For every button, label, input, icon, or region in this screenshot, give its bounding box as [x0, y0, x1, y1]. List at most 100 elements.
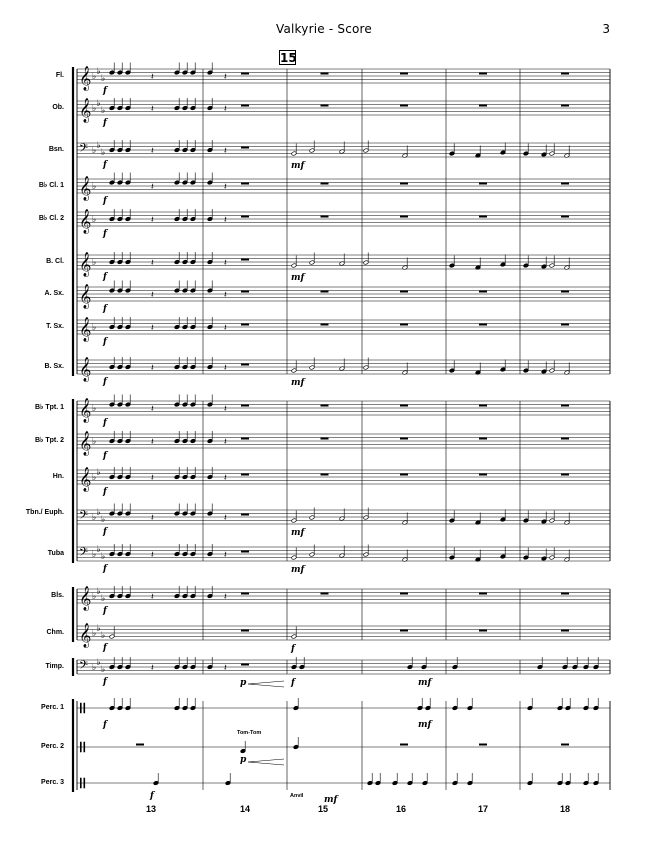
measure-number: 14 [240, 804, 251, 814]
whole-rest [479, 592, 487, 595]
key-flat: ♭ [92, 323, 96, 333]
whole-rest [241, 550, 249, 553]
measure-number: 13 [146, 804, 157, 814]
instrument-label: B. Cl. [46, 258, 64, 265]
instrument-label: Tuba [47, 550, 64, 557]
percussion-clef [80, 702, 82, 714]
dynamic-piano: p [240, 755, 247, 765]
instrument-label: Perc. 1 [41, 704, 64, 711]
key-flat: ♭ [92, 258, 96, 268]
key-flat: ♭ [101, 631, 105, 641]
whole-rest [320, 72, 329, 75]
key-flat: ♭ [101, 106, 105, 116]
dynamic-forte: f [102, 272, 109, 282]
quarter-rest: 𝄽 [151, 405, 154, 415]
whole-rest [320, 104, 329, 107]
whole-rest [320, 182, 329, 185]
quarter-rest: 𝄽 [151, 73, 154, 83]
key-flat: ♭ [92, 592, 96, 602]
instrument-label: B♭ Cl. 1 [38, 182, 64, 189]
whole-rest [241, 72, 249, 75]
key-flat: ♭ [92, 513, 96, 523]
quarter-rest: 𝄽 [224, 551, 227, 561]
quarter-rest: 𝄽 [224, 664, 227, 674]
key-flat: ♭ [92, 72, 96, 82]
whole-rest [320, 404, 329, 407]
whole-rest [561, 629, 569, 632]
quarter-rest: 𝄽 [224, 405, 227, 415]
whole-rest [241, 258, 249, 261]
whole-rest [320, 473, 329, 476]
crescendo-hairpin [247, 683, 285, 688]
quarter-rest: 𝄽 [224, 593, 227, 603]
tom-tom-annotation: Tom-Tom [237, 730, 262, 736]
key-flat: ♭ [97, 67, 101, 77]
dynamic-mezzo_forte: mf [418, 678, 434, 688]
whole-rest [561, 743, 569, 746]
quarter-rest: 𝄽 [224, 259, 227, 269]
dynamic-mezzo_forte: mf [291, 273, 307, 283]
percussion-clef [80, 741, 82, 753]
whole-rest [241, 104, 249, 107]
percussion-clef [83, 702, 86, 714]
whole-rest [479, 404, 487, 407]
dynamic-mezzo_forte: mf [291, 528, 307, 538]
dynamic-forte: f [102, 720, 109, 730]
key-flat: ♭ [97, 658, 101, 668]
treble-clef: 𝄞 [79, 66, 91, 91]
key-flat: ♭ [101, 74, 105, 84]
treble-clef: 𝄞 [79, 317, 91, 342]
quarter-rest: 𝄽 [224, 474, 227, 484]
percussion-clef [80, 777, 82, 789]
quarter-rest: 𝄽 [224, 324, 227, 334]
key-flat: ♭ [92, 104, 96, 114]
instrument-label: Timp. [45, 663, 64, 670]
whole-rest [561, 182, 569, 185]
treble-clef: 𝄞 [79, 176, 91, 201]
whole-rest [241, 513, 249, 516]
quarter-rest: 𝄽 [224, 216, 227, 226]
whole-rest [561, 473, 569, 476]
quarter-rest: 𝄽 [224, 514, 227, 524]
whole-rest [400, 290, 408, 293]
whole-rest [561, 592, 569, 595]
instrument-label: B♭ Cl. 2 [38, 215, 64, 222]
instrument-label: Tbn./ Euph. [25, 509, 64, 516]
dynamic-forte: f [102, 304, 109, 314]
bass-clef: 𝄢 [79, 142, 88, 158]
whole-rest [561, 290, 569, 293]
key-flat: ♭ [92, 550, 96, 560]
quarter-rest: 𝄽 [151, 664, 154, 674]
instrument-label: Bls. [51, 592, 64, 599]
quarter-rest: 𝄽 [151, 514, 154, 524]
whole-rest [400, 592, 408, 595]
dynamic-mezzo_forte: mf [418, 720, 434, 730]
quarter-rest: 𝄽 [224, 291, 227, 301]
whole-rest [561, 215, 569, 218]
key-flat: ♭ [92, 146, 96, 156]
whole-rest [320, 437, 329, 440]
whole-rest [136, 743, 144, 746]
whole-rest [400, 473, 408, 476]
key-flat: ♭ [97, 508, 101, 518]
quarter-rest: 𝄽 [224, 105, 227, 115]
key-flat: ♭ [92, 404, 96, 414]
measure-number: 15 [318, 804, 329, 814]
whole-rest [561, 404, 569, 407]
treble-clef: 𝄞 [79, 398, 91, 423]
whole-rest [561, 437, 569, 440]
quarter-rest: 𝄽 [151, 364, 154, 374]
instrument-label: B♭ Tpt. 2 [35, 437, 64, 444]
dynamic-mezzo_forte: mf [324, 795, 340, 805]
instrument-label: B♭ Tpt. 1 [35, 404, 64, 411]
bass-clef: 𝄢 [79, 546, 88, 562]
dynamic-mezzo_forte: mf [291, 565, 307, 575]
whole-rest [241, 323, 249, 326]
quarter-rest: 𝄽 [151, 438, 154, 448]
key-flat: ♭ [92, 182, 96, 192]
dynamic-forte: f [102, 643, 109, 653]
whole-rest [400, 404, 408, 407]
dynamic-forte: f [102, 564, 109, 574]
whole-rest [241, 437, 249, 440]
dynamic-mezzo_forte: mf [291, 378, 307, 388]
